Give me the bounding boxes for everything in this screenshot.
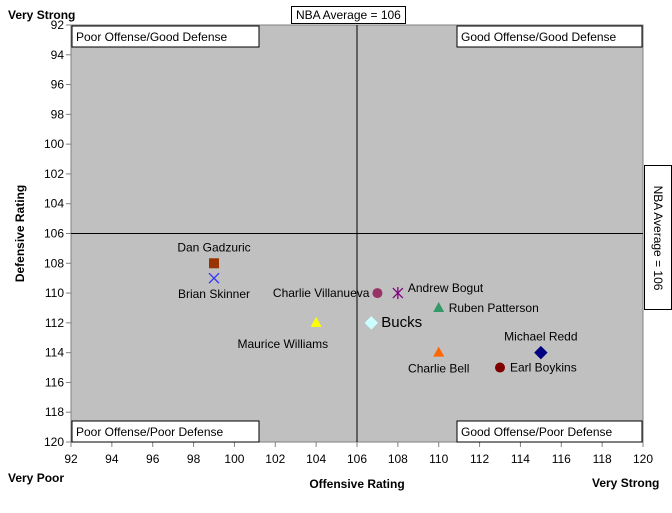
data-label-michael-redd: Michael Redd bbox=[504, 330, 577, 344]
x-tick-label: 116 bbox=[552, 452, 571, 466]
point-earl-boykins bbox=[495, 362, 505, 373]
x-tick-label: 114 bbox=[511, 452, 530, 466]
x-tick-label: 92 bbox=[64, 452, 78, 466]
y-tick-label: 110 bbox=[45, 286, 64, 300]
point-andrew-bogut bbox=[392, 287, 404, 300]
data-label-bucks: Bucks bbox=[381, 314, 422, 331]
y-tick-label: 94 bbox=[51, 48, 65, 62]
x-axis-title: Offensive Rating bbox=[309, 477, 404, 491]
y-tick-label: 96 bbox=[51, 78, 65, 92]
quadrant-box-bottom-left bbox=[71, 420, 260, 443]
y-tick-label: 114 bbox=[45, 346, 64, 360]
quadrant-label-bottom-left: Poor Offense/Poor Defense bbox=[76, 425, 224, 439]
x-tick-label: 104 bbox=[306, 452, 326, 466]
quadrant-label-top-right: Good Offense/Good Defense bbox=[461, 30, 617, 44]
quadrant-label-bottom-right: Good Offense/Poor Defense bbox=[461, 425, 613, 439]
x-tick-label: 100 bbox=[224, 452, 244, 466]
nba-average-label-top: NBA Average = 106 bbox=[291, 6, 406, 24]
x-tick-label: 112 bbox=[470, 452, 489, 466]
x-tick-label: 96 bbox=[146, 452, 160, 466]
data-label-andrew-bogut: Andrew Bogut bbox=[408, 281, 484, 295]
x-tick-label: 98 bbox=[187, 452, 201, 466]
y-axis-title: Defensive Rating bbox=[13, 185, 27, 282]
point-ruben-patterson bbox=[433, 301, 445, 312]
y-tick-label: 104 bbox=[44, 197, 64, 211]
corner-label-bottom-right: Very Strong bbox=[592, 476, 660, 490]
point-dan-gadzuric bbox=[209, 258, 219, 269]
quadrant-box-bottom-right bbox=[456, 420, 643, 443]
point-bucks bbox=[364, 316, 379, 330]
y-tick-label: 108 bbox=[44, 256, 64, 270]
x-tick-label: 102 bbox=[265, 452, 285, 466]
x-tick-label: 120 bbox=[633, 452, 653, 466]
corner-label-top-left: Very Strong bbox=[8, 8, 76, 22]
data-label-charlie-villanueva: Charlie Villanueva bbox=[273, 286, 370, 300]
corner-label-bottom-left: Very Poor bbox=[8, 471, 65, 485]
point-maurice-williams bbox=[310, 316, 322, 327]
point-brian-skinner-stroke bbox=[208, 272, 220, 284]
nba-average-label-right: NBA Average = 106 bbox=[644, 165, 672, 310]
y-tick-label: 98 bbox=[51, 107, 65, 121]
point-charlie-villanueva bbox=[372, 288, 383, 299]
quadrant-box-top-right bbox=[456, 25, 643, 48]
x-tick-label: 110 bbox=[429, 452, 448, 466]
data-label-charlie-bell: Charlie Bell bbox=[408, 362, 469, 376]
data-label-earl-boykins: Earl Boykins bbox=[510, 361, 577, 375]
y-tick-label: 92 bbox=[51, 18, 65, 32]
y-tick-label: 100 bbox=[44, 137, 64, 151]
point-charlie-bell bbox=[433, 346, 445, 357]
y-tick-label: 102 bbox=[44, 167, 64, 181]
y-tick-label: 116 bbox=[45, 375, 64, 389]
data-label-brian-skinner: Brian Skinner bbox=[178, 287, 250, 301]
point-brian-skinner bbox=[208, 272, 220, 284]
x-tick-label: 108 bbox=[388, 452, 408, 466]
quadrant-box-top-left bbox=[71, 25, 260, 48]
x-tick-label: 106 bbox=[347, 452, 367, 466]
y-tick-label: 106 bbox=[44, 227, 64, 241]
x-tick-label: 118 bbox=[593, 452, 612, 466]
y-tick-label: 120 bbox=[44, 435, 64, 449]
nba-average-label-right-text: NBA Average = 106 bbox=[651, 185, 665, 290]
data-label-dan-gadzuric: Dan Gadzuric bbox=[177, 240, 250, 254]
x-tick-label: 94 bbox=[105, 452, 119, 466]
y-tick-label: 118 bbox=[45, 405, 64, 419]
point-michael-redd bbox=[534, 345, 548, 360]
data-label-ruben-patterson: Ruben Patterson bbox=[449, 301, 539, 315]
y-tick-label: 112 bbox=[45, 316, 64, 330]
quadrant-label-top-left: Poor Offense/Good Defense bbox=[76, 30, 228, 44]
data-label-maurice-williams: Maurice Williams bbox=[237, 337, 328, 351]
